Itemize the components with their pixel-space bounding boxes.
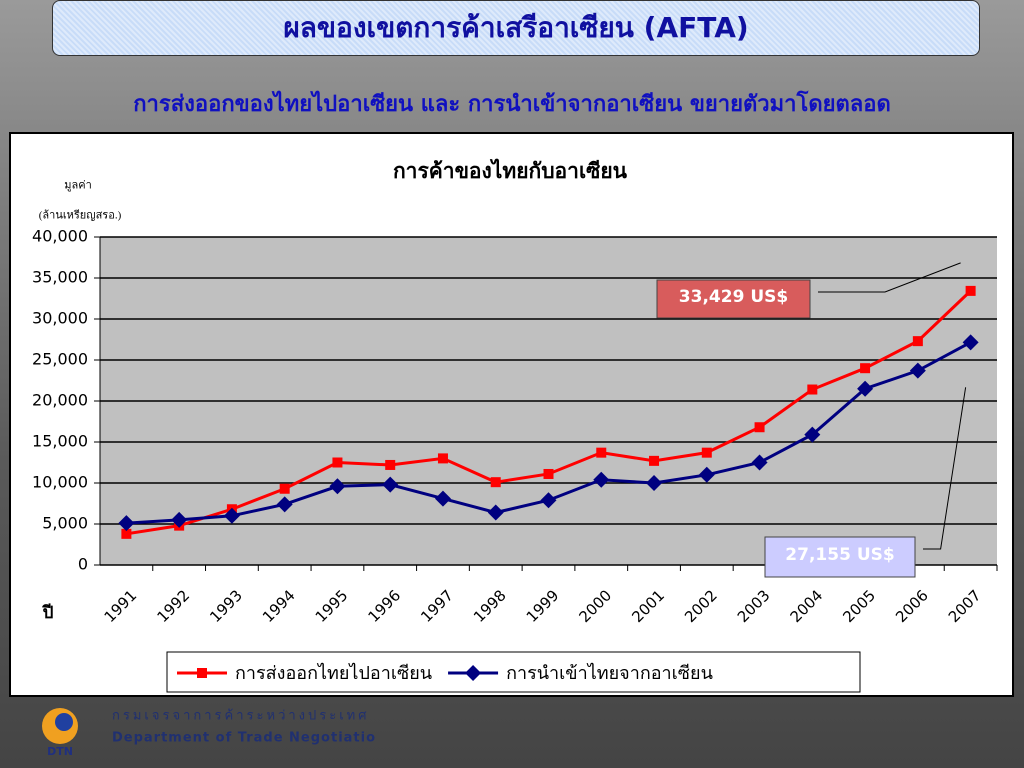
y-tick-label: 0 (78, 555, 88, 574)
y-tick-label: 5,000 (42, 514, 88, 533)
data-point (965, 285, 976, 296)
annotation-box (764, 536, 916, 578)
data-point (329, 478, 346, 495)
data-point (382, 476, 399, 493)
data-point (804, 426, 821, 443)
org-english-name: Department of Trade Negotiations (112, 731, 376, 746)
legend-label: การนำเข้าไทยจากอาเซียน (506, 662, 713, 684)
slide-title: ผลของเขตการค้าเสรีอาเซียน (AFTA) (52, 0, 980, 56)
y-tick-label: 20,000 (32, 391, 88, 410)
legend-marker (197, 668, 207, 678)
data-point (118, 515, 135, 532)
data-point (279, 483, 290, 494)
legend (166, 651, 861, 693)
data-point (962, 334, 979, 351)
legend-label: การส่งออกไทยไปอาเซียน (235, 662, 432, 684)
slide-subtitle: การส่งออกของไทยไปอาเซียน และ การนำเข้าจา… (133, 92, 891, 117)
legend-marker (465, 665, 482, 681)
y-tick-label: 35,000 (32, 268, 88, 287)
data-point (698, 466, 715, 483)
data-label: 27,155 US$ (785, 545, 894, 565)
leader-line (818, 262, 961, 293)
chart-title: การค้าของไทยกับอาเซียน (393, 158, 628, 183)
annotation-box (656, 279, 811, 319)
data-point (860, 363, 871, 374)
data-point (701, 447, 712, 458)
data-point (649, 455, 660, 466)
data-point (487, 504, 504, 521)
data-point (223, 507, 240, 524)
data-point (754, 422, 765, 433)
y-tick-label: 40,000 (32, 227, 88, 246)
logo-mark (55, 713, 73, 731)
data-point (807, 384, 818, 395)
data-point (276, 496, 293, 513)
data-point (385, 459, 396, 470)
logo-text: DTN (47, 745, 73, 758)
data-point (751, 454, 768, 471)
data-point (540, 492, 557, 509)
data-point (909, 362, 926, 379)
data-point (434, 490, 451, 507)
data-point (490, 477, 501, 488)
data-point (543, 468, 554, 479)
data-point (912, 336, 923, 347)
data-point (332, 457, 343, 468)
x-axis-label: ปี (42, 602, 54, 623)
data-point (593, 471, 610, 488)
leader-line (923, 387, 967, 550)
data-point (596, 447, 607, 458)
data-label: 33,429 US$ (679, 287, 788, 307)
data-point (171, 511, 188, 528)
footer: DTN กรมเจรจาการค้าระหว่างประเทศ Departme… (42, 708, 376, 758)
y-tick-label: 15,000 (32, 432, 88, 451)
data-point (646, 475, 663, 491)
y-axis-label: มูลค่า (64, 180, 92, 192)
y-tick-label: 10,000 (32, 473, 88, 492)
y-axis-label: (ล้านเหรียญสรอ.) (39, 209, 122, 222)
data-point (857, 380, 874, 397)
org-thai-name: กรมเจรจาการค้าระหว่างประเทศ (112, 709, 370, 724)
y-tick-label: 25,000 (32, 350, 88, 369)
data-point (121, 528, 132, 539)
y-tick-label: 30,000 (32, 309, 88, 328)
data-point (437, 453, 448, 464)
